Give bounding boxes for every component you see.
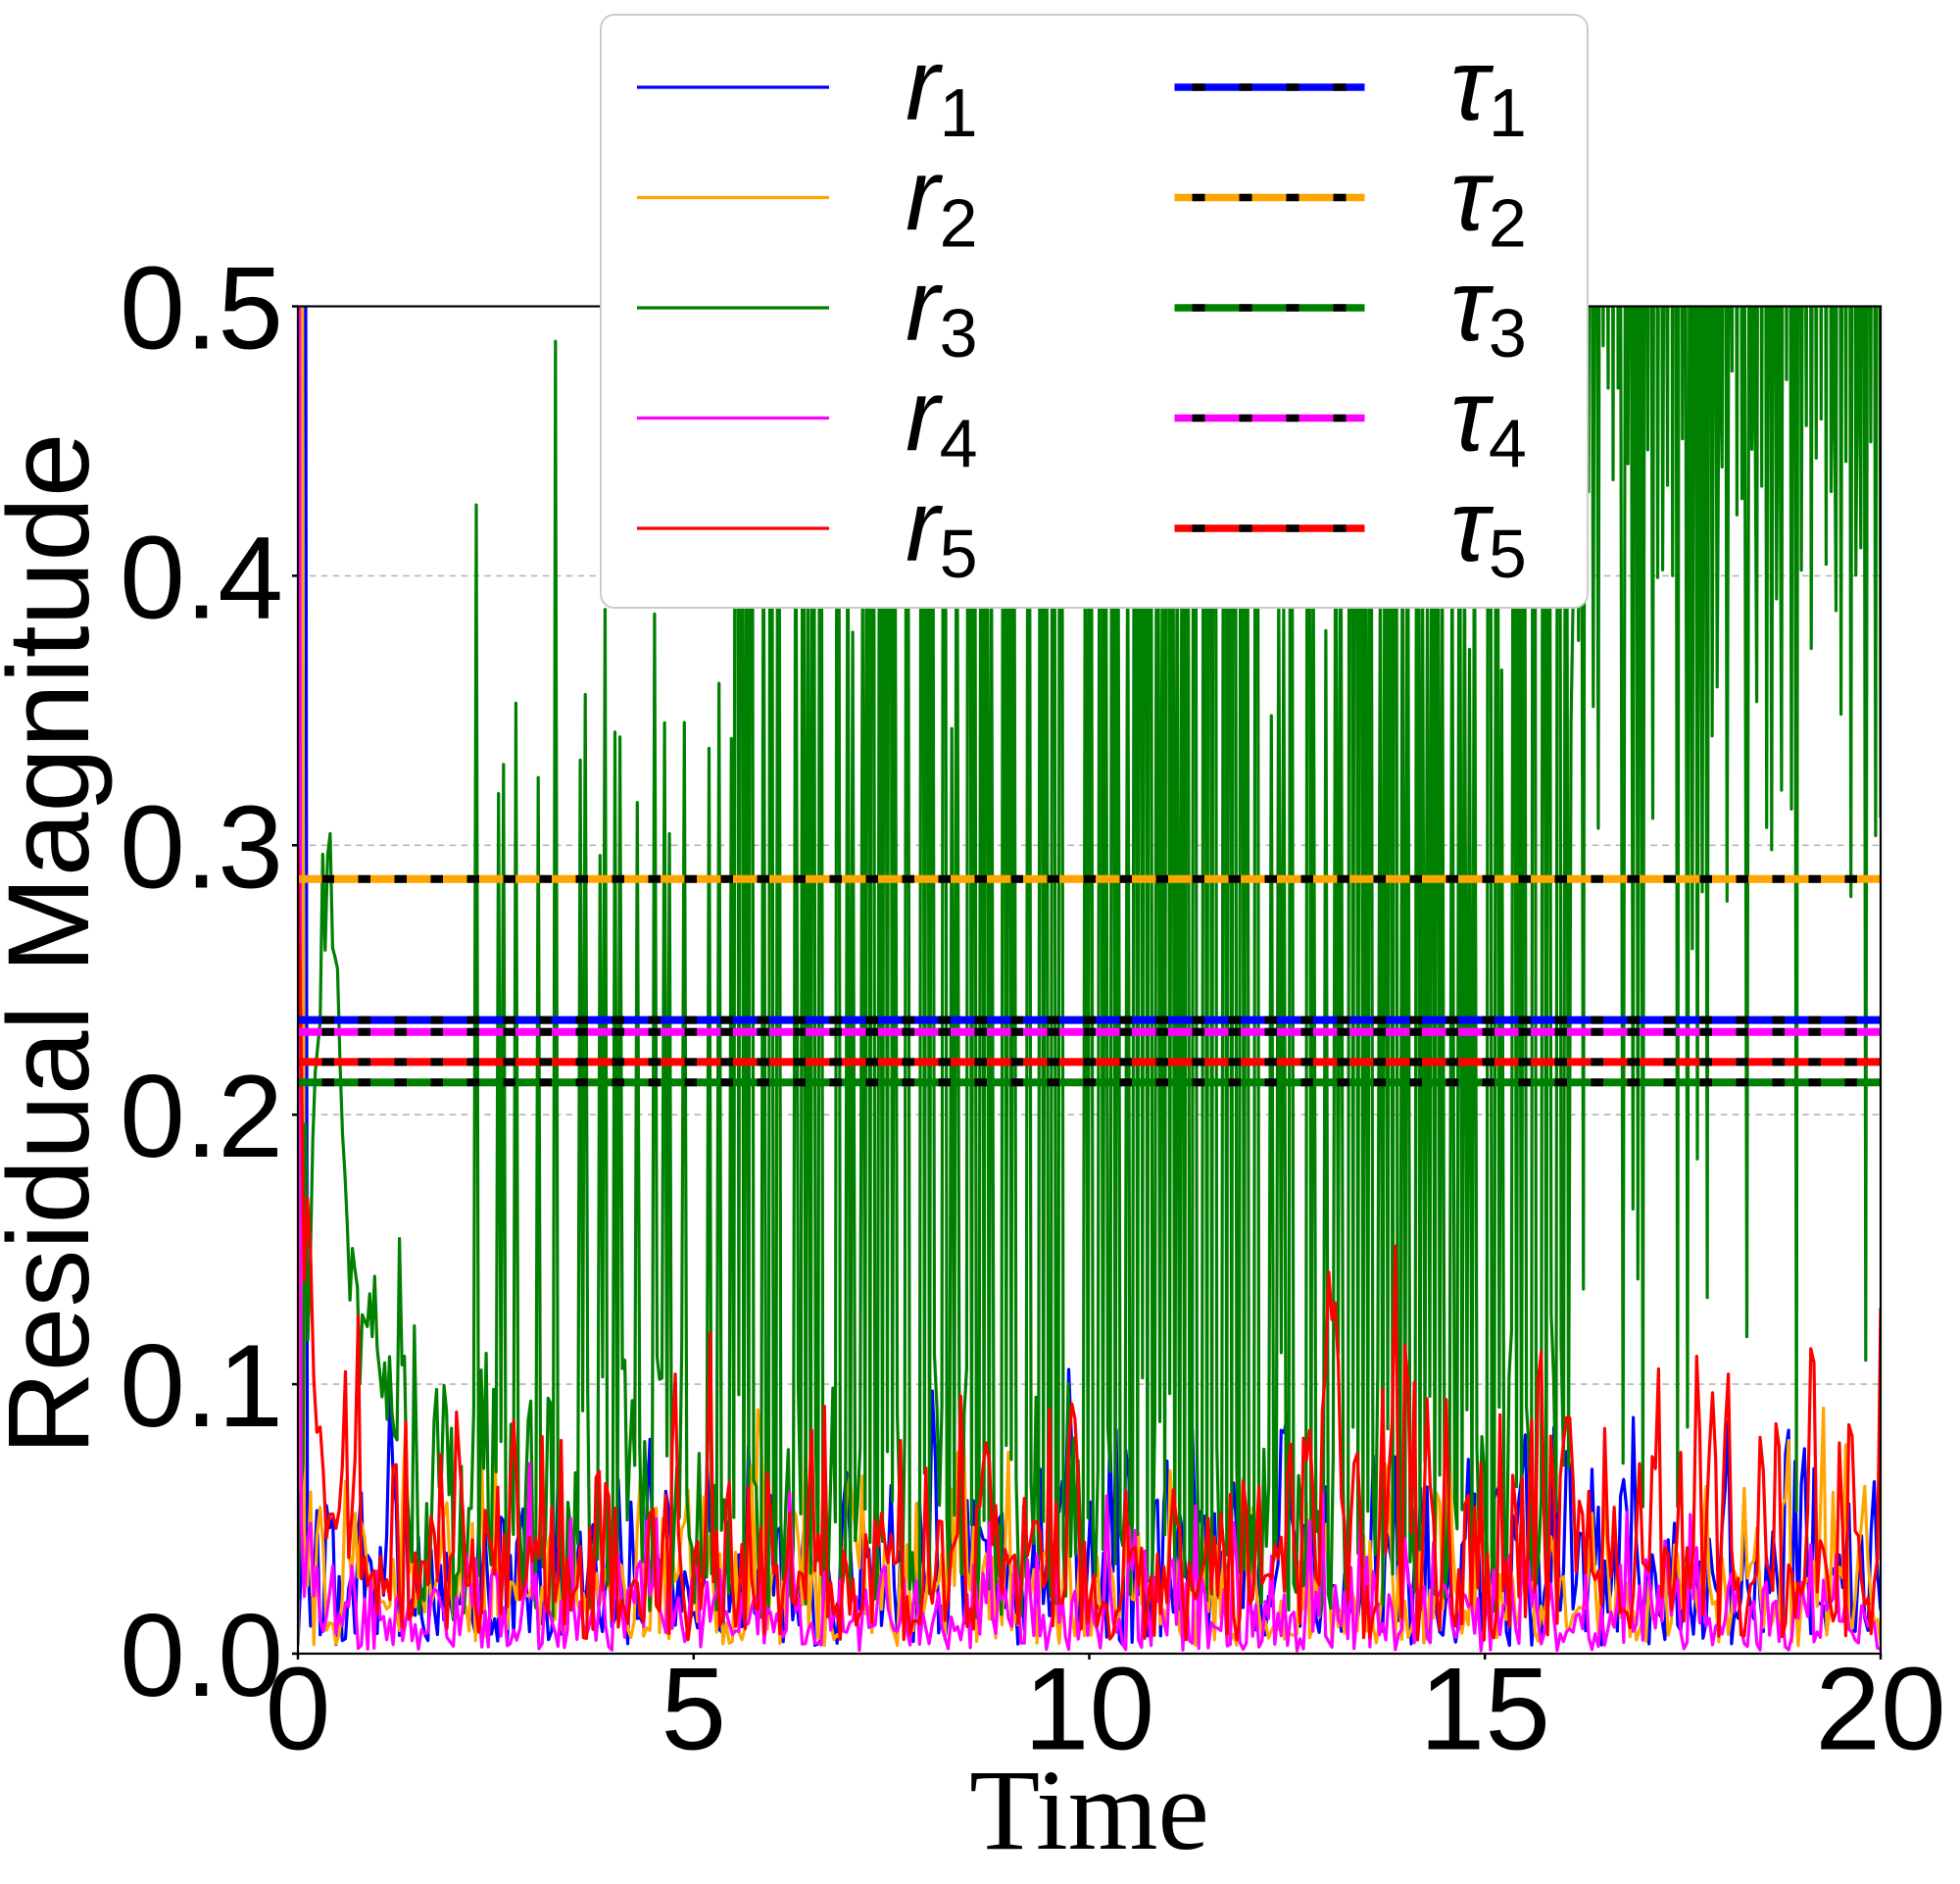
svg-text:0: 0 [266, 1644, 331, 1775]
svg-text:r3: r3 [906, 249, 978, 372]
svg-text:0.3: 0.3 [120, 781, 283, 913]
svg-text:0.0: 0.0 [120, 1590, 283, 1721]
svg-text:Residual Magnitude: Residual Magnitude [0, 433, 114, 1456]
svg-text:15: 15 [1419, 1644, 1549, 1775]
svg-text:0.5: 0.5 [120, 243, 283, 374]
svg-text:τ4: τ4 [1450, 360, 1527, 482]
svg-text:10: 10 [1024, 1644, 1154, 1775]
svg-text:0.1: 0.1 [120, 1320, 283, 1452]
svg-text:5: 5 [661, 1644, 726, 1775]
svg-text:τ5: τ5 [1450, 470, 1527, 592]
svg-text:20: 20 [1815, 1644, 1945, 1775]
svg-text:0.4: 0.4 [120, 512, 283, 643]
svg-text:0.2: 0.2 [120, 1051, 283, 1182]
svg-text:Time: Time [969, 1746, 1209, 1874]
